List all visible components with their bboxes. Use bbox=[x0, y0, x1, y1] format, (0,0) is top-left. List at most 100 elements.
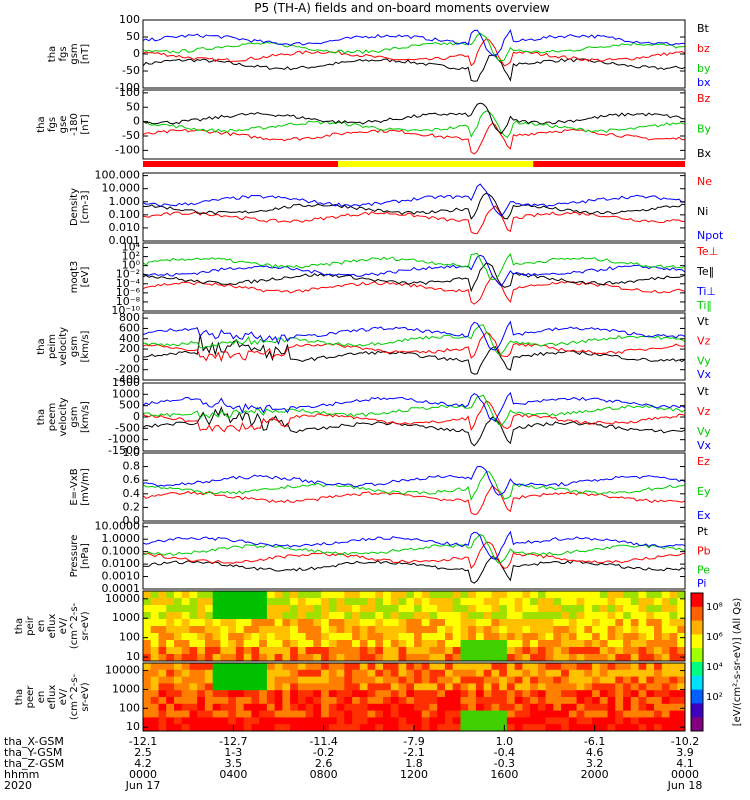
spectrogram-cell bbox=[483, 717, 492, 725]
spectrogram-cell bbox=[414, 591, 423, 599]
spectrogram-cell bbox=[646, 591, 655, 599]
spectrogram-cell bbox=[530, 703, 539, 712]
ytick-label: 0 bbox=[133, 352, 140, 365]
spectrogram-cell bbox=[305, 612, 314, 620]
spectrogram-cell bbox=[143, 640, 152, 648]
spectrogram-cell bbox=[522, 647, 531, 655]
spectrogram-cell bbox=[189, 683, 198, 691]
spectrogram-cell bbox=[367, 669, 376, 678]
spectrogram-cell bbox=[568, 598, 578, 606]
legend-by: by bbox=[697, 62, 711, 75]
spectrogram-cell bbox=[599, 640, 608, 648]
plot-title: P5 (TH-A) fields and on-board moments ov… bbox=[254, 1, 550, 15]
spectrogram-cell bbox=[491, 717, 500, 725]
spectrogram-cell bbox=[623, 717, 632, 725]
spectrogram-cell bbox=[166, 654, 175, 662]
spectrogram-cell bbox=[460, 697, 469, 705]
spectrogram-cell bbox=[305, 598, 314, 606]
spectrogram-cell bbox=[561, 654, 570, 662]
legend-bx: bx bbox=[697, 76, 711, 89]
panel-frame bbox=[142, 522, 686, 590]
spectrogram-cell bbox=[654, 717, 663, 725]
spectrogram-cell bbox=[352, 605, 361, 613]
spectrogram-cell bbox=[499, 654, 508, 662]
ytick-label: 100.000 bbox=[95, 169, 141, 182]
spectrogram-cell bbox=[654, 663, 663, 671]
spectrogram-cell bbox=[429, 683, 438, 691]
spectrogram-cell bbox=[460, 710, 469, 718]
spectrogram-cell bbox=[483, 591, 492, 599]
spectrogram-cell bbox=[398, 619, 407, 627]
spectrogram-cell bbox=[305, 654, 314, 662]
spectrogram-cell bbox=[483, 626, 492, 634]
spectrogram-cell bbox=[212, 626, 221, 634]
spectrogram-cell bbox=[313, 676, 322, 684]
spectrogram-cell bbox=[220, 626, 229, 634]
spectrogram-cell bbox=[599, 663, 608, 671]
spectrogram-cell bbox=[266, 633, 276, 641]
spectrogram-cell bbox=[483, 724, 492, 732]
spectrogram-cell bbox=[220, 669, 229, 678]
spectrogram-cell bbox=[537, 598, 547, 606]
legend-Pi: Pi bbox=[697, 577, 706, 590]
spectrogram-cell bbox=[475, 663, 485, 671]
spectrogram-cell bbox=[452, 703, 461, 712]
spectrogram-cell bbox=[491, 605, 500, 613]
series-line-Te‖ bbox=[142, 262, 686, 293]
spectrogram-cell bbox=[599, 676, 608, 684]
spectrogram-cell bbox=[274, 676, 283, 684]
spectrogram-cell bbox=[282, 683, 291, 691]
ytick-label: 100 bbox=[119, 13, 140, 26]
series-line-Vy bbox=[142, 324, 686, 355]
spectrogram-cell bbox=[344, 626, 353, 634]
spectrogram-cell bbox=[297, 647, 307, 655]
spectrogram-cell bbox=[592, 654, 601, 662]
spectrogram-cell bbox=[468, 683, 477, 691]
spectrogram-cell bbox=[150, 633, 159, 641]
spectrogram-cell bbox=[197, 626, 206, 634]
spectrogram-cell bbox=[421, 676, 430, 684]
spectrogram-cell bbox=[251, 654, 260, 662]
spectrogram-cell bbox=[475, 724, 485, 732]
colorbar-swatch bbox=[691, 717, 703, 732]
spectrogram-cell bbox=[243, 619, 252, 627]
ylabel-line: peir bbox=[25, 615, 36, 635]
spectrogram-cell bbox=[522, 717, 531, 725]
spectrogram-cell bbox=[143, 676, 152, 684]
spectrogram-cell bbox=[328, 647, 337, 655]
spectrogram-cell bbox=[352, 612, 361, 620]
spectrogram-cell bbox=[251, 717, 260, 725]
spectrogram-cell bbox=[646, 724, 655, 732]
spectrogram-cell bbox=[166, 633, 175, 641]
spectrogram-cell bbox=[290, 724, 299, 732]
spectrogram-cell bbox=[537, 683, 547, 691]
spectrogram-cell bbox=[475, 640, 485, 648]
spectrogram-cell bbox=[607, 605, 616, 613]
spectrogram-cell bbox=[174, 598, 183, 606]
spectrogram-cell bbox=[189, 647, 198, 655]
spectrogram-cell bbox=[584, 697, 593, 705]
spectrogram-cell bbox=[204, 598, 214, 606]
series-line-Vz bbox=[142, 400, 686, 433]
spectrogram-cell bbox=[367, 683, 376, 691]
spectrogram-cell bbox=[452, 669, 461, 678]
spectrogram-cell bbox=[274, 710, 283, 718]
spectrogram-cell bbox=[615, 647, 624, 655]
spectrogram-cell bbox=[437, 710, 446, 718]
spectrogram-cell bbox=[638, 697, 647, 705]
spectrogram-cell bbox=[282, 605, 291, 613]
spectrogram-cell bbox=[630, 724, 639, 732]
spectrogram-cell bbox=[150, 724, 159, 732]
spectrogram-cell bbox=[243, 710, 252, 718]
spectrogram-cell bbox=[483, 605, 492, 613]
spectrogram-cell bbox=[414, 703, 423, 712]
legend-Ne: Ne bbox=[697, 175, 712, 188]
spectrogram-cell bbox=[297, 598, 307, 606]
spectrogram-cell bbox=[266, 703, 276, 712]
spectrogram-cell bbox=[313, 669, 322, 678]
spectrogram-cell bbox=[259, 633, 268, 641]
spectrogram-cell bbox=[630, 710, 639, 718]
spectrogram-cell bbox=[251, 683, 260, 691]
spectrogram-cell bbox=[421, 669, 430, 678]
spectrogram-cell bbox=[499, 717, 508, 725]
